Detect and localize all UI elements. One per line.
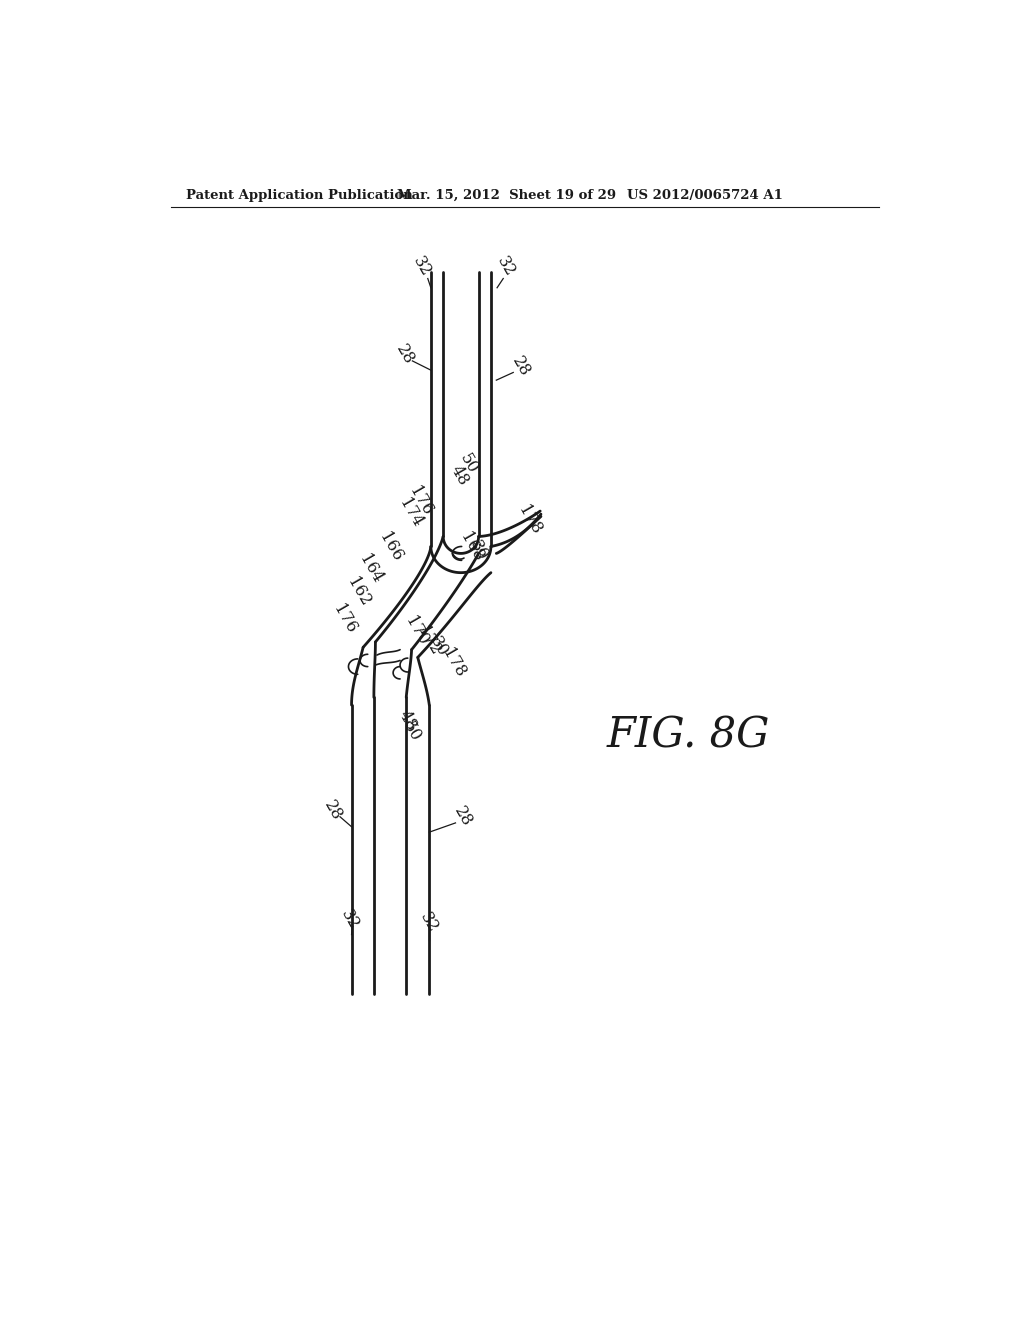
- Text: 48: 48: [446, 462, 471, 488]
- Text: 178: 178: [514, 503, 545, 539]
- Text: 30: 30: [427, 634, 452, 659]
- Text: 50: 50: [399, 718, 424, 744]
- Text: 28: 28: [392, 342, 417, 368]
- Text: 176: 176: [330, 602, 359, 636]
- Text: 32: 32: [494, 253, 518, 280]
- Text: 32: 32: [416, 909, 441, 936]
- Text: 176: 176: [406, 483, 436, 519]
- Text: 164: 164: [355, 552, 386, 586]
- Text: 170: 170: [402, 614, 432, 649]
- Text: 30: 30: [466, 537, 490, 564]
- Text: Mar. 15, 2012  Sheet 19 of 29: Mar. 15, 2012 Sheet 19 of 29: [397, 189, 616, 202]
- Text: FIG. 8G: FIG. 8G: [606, 715, 770, 756]
- Text: 32: 32: [410, 253, 434, 280]
- Text: 178: 178: [439, 645, 469, 681]
- Text: 172: 172: [414, 624, 443, 659]
- Text: 168: 168: [457, 529, 486, 565]
- Text: 28: 28: [451, 804, 476, 830]
- Text: 48: 48: [395, 708, 420, 733]
- Text: US 2012/0065724 A1: US 2012/0065724 A1: [628, 189, 783, 202]
- Text: 28: 28: [321, 797, 345, 824]
- Text: Patent Application Publication: Patent Application Publication: [186, 189, 413, 202]
- Text: 162: 162: [343, 574, 374, 610]
- Text: 50: 50: [456, 450, 480, 477]
- Text: 166: 166: [376, 529, 406, 565]
- Text: 32: 32: [338, 906, 362, 932]
- Text: 174: 174: [396, 495, 426, 531]
- Text: 28: 28: [509, 354, 534, 379]
